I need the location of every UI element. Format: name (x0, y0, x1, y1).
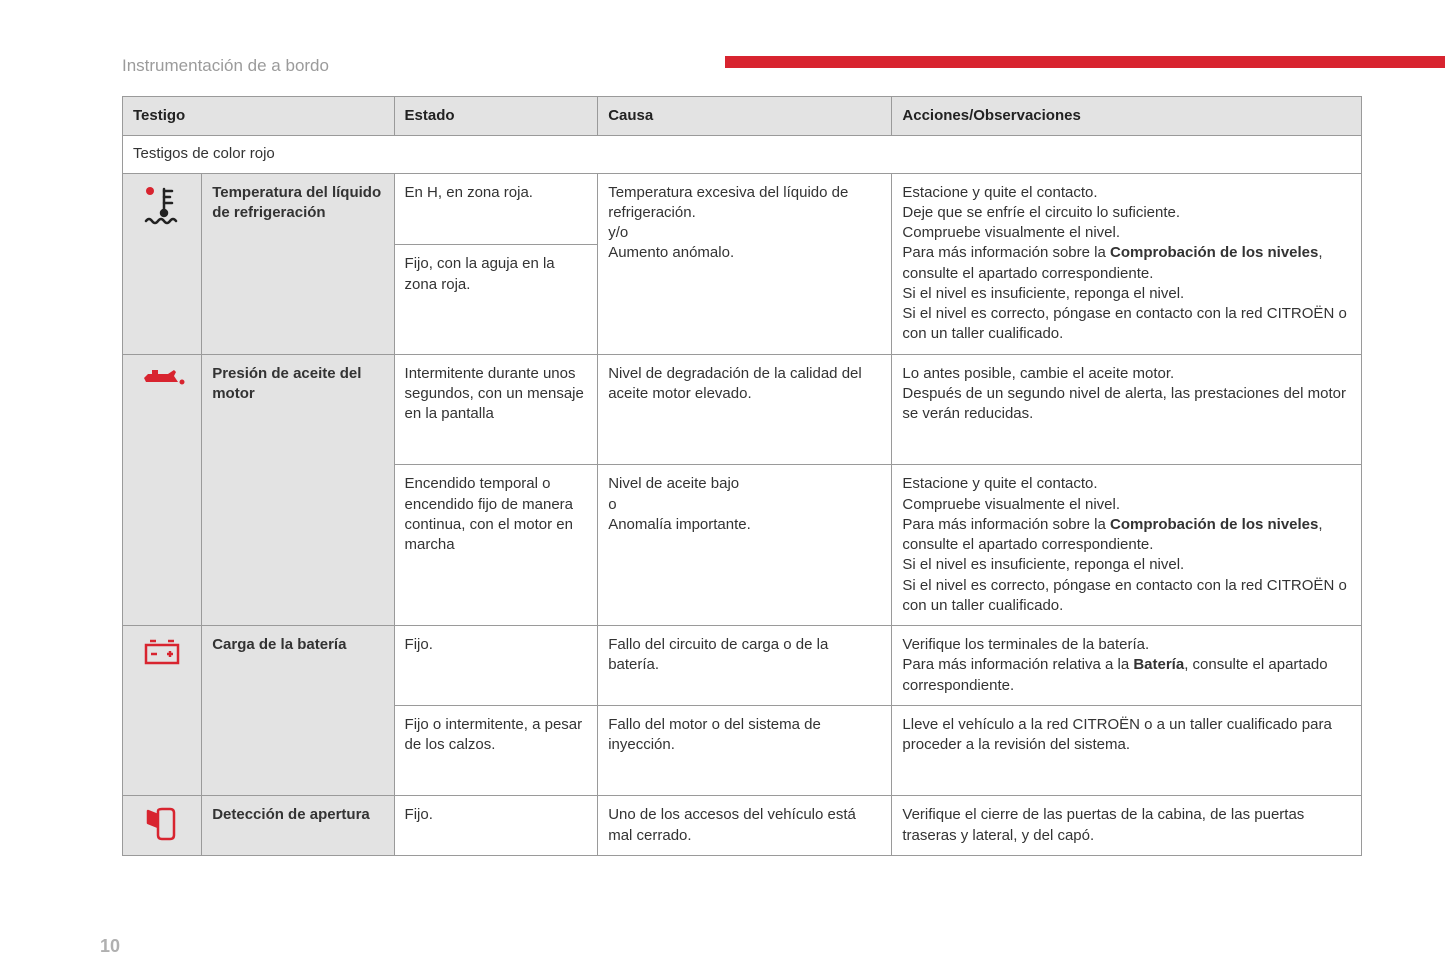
col-causa: Causa (598, 97, 892, 136)
warning-name: Carga de la batería (202, 626, 394, 796)
page-section-title: Instrumentación de a bordo (122, 56, 329, 76)
estado-cell: Intermitente durante unos segundos, con … (394, 354, 598, 465)
table-row: Presión de aceite del motor Intermitente… (123, 354, 1362, 465)
estado-cell: Fijo o intermitente, a pesar de los calz… (394, 705, 598, 796)
acciones-cell: Estacione y quite el contacto.Compruebe … (892, 465, 1362, 626)
estado-cell: Fijo, con la aguja en la zona roja. (394, 245, 598, 354)
section-row: Testigos de color rojo (123, 136, 1362, 173)
acciones-cell: Verifique los terminales de la batería.P… (892, 626, 1362, 706)
estado-cell: En H, en zona roja. (394, 173, 598, 245)
warning-lights-table: Testigo Estado Causa Acciones/Observacio… (122, 96, 1362, 856)
icon-cell (123, 626, 202, 796)
accent-bar (725, 56, 1445, 68)
col-acciones: Acciones/Observaciones (892, 97, 1362, 136)
estado-cell: Fijo. (394, 626, 598, 706)
acciones-cell: Lo antes posible, cambie el aceite motor… (892, 354, 1362, 465)
page-number: 10 (100, 936, 120, 957)
acciones-cell: Lleve el vehículo a la red CITROËN o a u… (892, 705, 1362, 796)
table-row: Detección de apertura Fijo. Uno de los a… (123, 796, 1362, 856)
section-label: Testigos de color rojo (123, 136, 1362, 173)
icon-cell (123, 173, 202, 354)
estado-cell: Encendido temporal o encendido fijo de m… (394, 465, 598, 626)
causa-cell: Nivel de aceite bajooAnomalía importante… (598, 465, 892, 626)
coolant-temp-icon (140, 183, 184, 227)
table-row: Carga de la batería Fijo. Fallo del circ… (123, 626, 1362, 706)
door-open-icon (140, 805, 184, 843)
warning-name: Temperatura del líquido de refrigeración (202, 173, 394, 354)
acciones-cell: Verifique el cierre de las puertas de la… (892, 796, 1362, 856)
acciones-cell: Estacione y quite el contacto.Deje que s… (892, 173, 1362, 354)
content-area: Testigo Estado Causa Acciones/Observacio… (122, 96, 1362, 856)
estado-cell: Fijo. (394, 796, 598, 856)
causa-cell: Fallo del motor o del sistema de inyecci… (598, 705, 892, 796)
causa-cell: Uno de los accesos del vehículo está mal… (598, 796, 892, 856)
causa-cell: Nivel de degradación de la calidad del a… (598, 354, 892, 465)
icon-cell (123, 796, 202, 856)
col-estado: Estado (394, 97, 598, 136)
warning-name: Presión de aceite del motor (202, 354, 394, 626)
oil-pressure-icon (138, 364, 186, 394)
battery-icon (140, 635, 184, 667)
warning-name: Detección de apertura (202, 796, 394, 856)
icon-cell (123, 354, 202, 626)
causa-cell: Temperatura excesiva del líquido de refr… (598, 173, 892, 354)
table-row: Temperatura del líquido de refrigeración… (123, 173, 1362, 245)
table-header-row: Testigo Estado Causa Acciones/Observacio… (123, 97, 1362, 136)
col-testigo: Testigo (123, 97, 395, 136)
causa-cell: Fallo del circuito de carga o de la bate… (598, 626, 892, 706)
